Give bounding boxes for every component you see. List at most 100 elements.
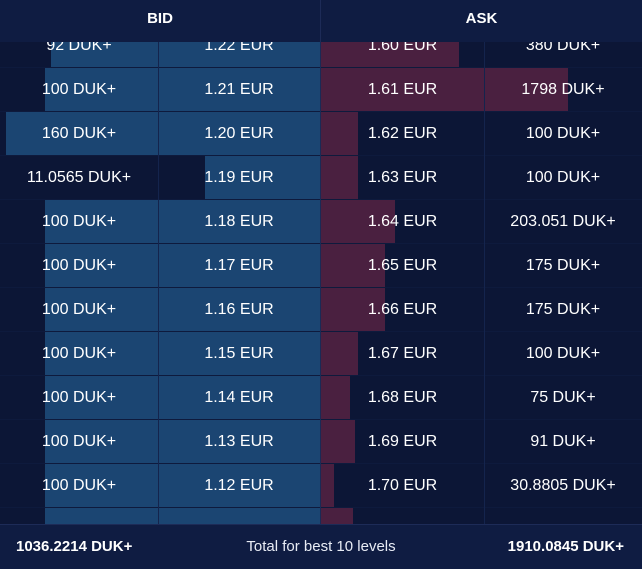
center-divider [320,42,321,524]
ask-row[interactable]: 91 DUK+ 1.69 EUR [321,420,642,464]
bid-price: 1.13 EUR [204,433,274,450]
bid-quantity: 100 DUK+ [41,345,117,362]
ask-row[interactable]: 203.051 DUK+ 1.64 EUR [321,200,642,244]
bid-depth-bar [45,68,320,111]
ask-price: 1.63 EUR [367,169,438,186]
bid-quantity: 100 DUK+ [41,257,117,274]
bid-depth-bar [205,156,320,199]
bid-price: 1.18 EUR [204,213,274,230]
ask-depth-bar [321,68,568,111]
ask-side: 380 DUK+ 1.60 EUR 1798 DUK+ 1.61 EUR 100 DUK… [321,42,642,524]
bid-quantity: 160 DUK+ [41,125,117,142]
bid-row[interactable] [0,508,320,524]
bid-price: 1.17 EUR [204,257,274,274]
ask-depth-bar [321,112,358,155]
bid-depth-bar [51,42,320,67]
ask-price: 1.70 EUR [367,477,438,494]
bid-price: 1.14 EUR [204,389,274,406]
bid-quantity: 11.0565 DUK+ [26,169,132,186]
ask-price: 1.66 EUR [367,301,438,318]
ask-quantity: 380 DUK+ [525,42,601,54]
order-book[interactable]: 92 DUK+ 1.22 EUR 100 DUK+ 1.21 EUR 160 DUK+ 1… [0,42,642,524]
bid-price: 1.19 EUR [204,169,274,186]
order-book-footer: 1036.2214 DUK+ Total for best 10 levels … [0,524,642,569]
ask-row[interactable] [321,508,642,524]
ask-depth-bar [321,420,355,463]
ask-depth-bar [321,200,395,243]
bid-column-divider [158,42,159,524]
bid-depth-bar [45,332,320,375]
ask-depth-bar [321,464,334,507]
ask-row[interactable]: 100 DUK+ 1.67 EUR [321,332,642,376]
bid-row[interactable]: 100 DUK+ 1.12 EUR [0,464,320,508]
ask-row[interactable]: 30.8805 DUK+ 1.70 EUR [321,464,642,508]
ask-depth-bar [321,288,385,331]
bid-price: 1.21 EUR [204,81,274,98]
ask-quantity: 175 DUK+ [525,257,601,274]
bid-depth-bar [45,288,320,331]
bid-depth-bar [45,200,320,243]
bid-depth-bar [45,508,320,524]
ask-price: 1.67 EUR [367,345,438,362]
bid-price: 1.15 EUR [204,345,274,362]
bid-row[interactable]: 100 DUK+ 1.15 EUR [0,332,320,376]
ask-depth-bar [321,332,358,375]
ask-price: 1.68 EUR [367,389,438,406]
bid-quantity: 92 DUK+ [46,42,112,54]
bid-quantity: 100 DUK+ [41,301,117,318]
bid-side: 92 DUK+ 1.22 EUR 100 DUK+ 1.21 EUR 160 DUK+ 1… [0,42,320,524]
ask-row[interactable]: 1798 DUK+ 1.61 EUR [321,68,642,112]
bid-price: 1.12 EUR [204,477,274,494]
ask-price: 1.62 EUR [367,125,438,142]
bid-depth-bar [45,376,320,419]
bid-price [158,508,320,524]
ask-row[interactable]: 100 DUK+ 1.62 EUR [321,112,642,156]
ask-quantity [484,508,642,524]
ask-row[interactable]: 75 DUK+ 1.68 EUR [321,376,642,420]
bid-row[interactable]: 100 DUK+ 1.18 EUR [0,200,320,244]
ask-price: 1.64 EUR [367,213,438,230]
ask-quantity: 100 DUK+ [525,169,601,186]
ask-row[interactable]: 175 DUK+ 1.65 EUR [321,244,642,288]
ask-quantity: 91 DUK+ [530,433,596,450]
bid-depth-bar [45,464,320,507]
ask-quantity: 75 DUK+ [530,389,596,406]
bid-quantity: 100 DUK+ [41,81,117,98]
ask-quantity: 30.8805 DUK+ [510,477,616,494]
ask-depth-bar [321,42,459,67]
header-divider [320,0,321,42]
ask-row[interactable]: 380 DUK+ 1.60 EUR [321,42,642,68]
ask-row[interactable]: 175 DUK+ 1.66 EUR [321,288,642,332]
ask-depth-bar [321,156,358,199]
bid-quantity [0,508,158,524]
bid-row[interactable]: 100 DUK+ 1.16 EUR [0,288,320,332]
ask-quantity: 1798 DUK+ [521,81,605,98]
bid-depth-bar [45,420,320,463]
bid-depth-bar [45,244,320,287]
bid-row[interactable]: 100 DUK+ 1.21 EUR [0,68,320,112]
bid-quantity: 100 DUK+ [41,213,117,230]
bid-row[interactable]: 100 DUK+ 1.17 EUR [0,244,320,288]
bid-row[interactable]: 160 DUK+ 1.20 EUR [0,112,320,156]
ask-depth-bar [321,508,353,524]
ask-column-divider [484,42,485,524]
bid-quantity: 100 DUK+ [41,389,117,406]
bid-row[interactable]: 100 DUK+ 1.13 EUR [0,420,320,464]
ask-total: 1910.0845 DUK+ [507,538,624,555]
bid-total: 1036.2214 DUK+ [16,538,133,555]
ask-row[interactable]: 100 DUK+ 1.63 EUR [321,156,642,200]
ask-quantity: 203.051 DUK+ [510,213,616,230]
bid-row[interactable]: 100 DUK+ 1.14 EUR [0,376,320,420]
bid-depth-bar [6,112,320,155]
bid-row[interactable]: 92 DUK+ 1.22 EUR [0,42,320,68]
ask-depth-bar [321,376,350,419]
totals-label: Total for best 10 levels [246,538,396,555]
ask-price [321,508,484,524]
bid-row[interactable]: 11.0565 DUK+ 1.19 EUR [0,156,320,200]
ask-depth-bar [321,244,385,287]
ask-quantity: 175 DUK+ [525,301,601,318]
ask-quantity: 100 DUK+ [525,125,601,142]
ask-quantity: 100 DUK+ [525,345,601,362]
ask-price: 1.69 EUR [367,433,438,450]
bid-quantity: 100 DUK+ [41,433,117,450]
